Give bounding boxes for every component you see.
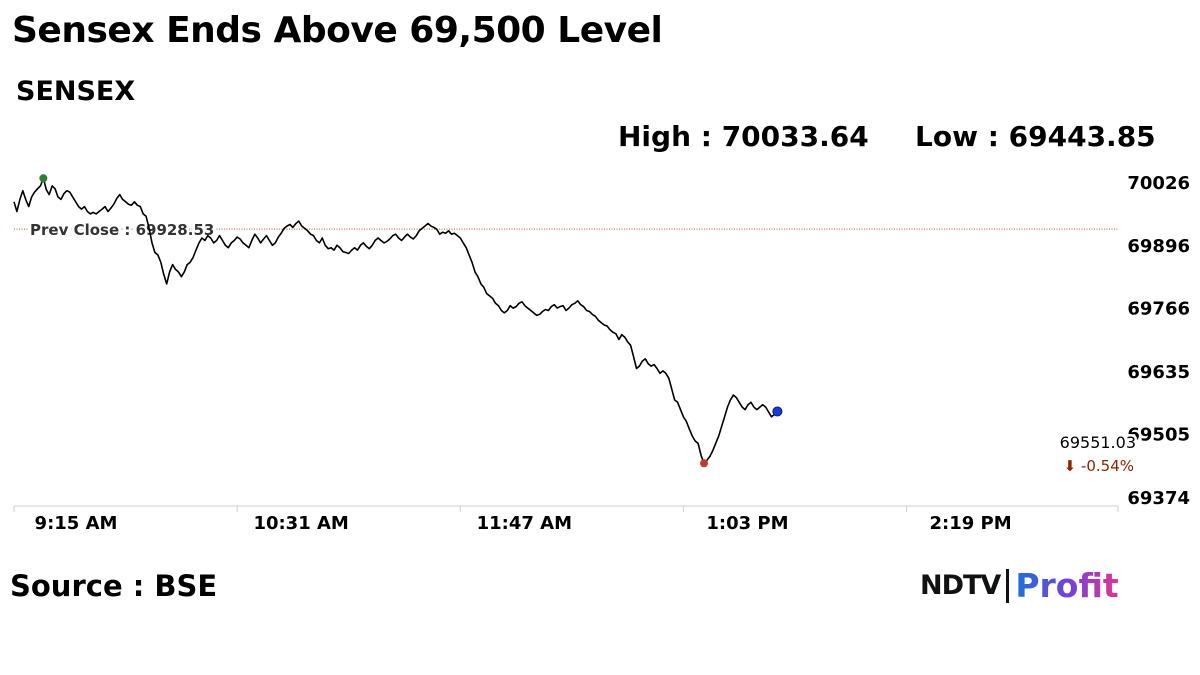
high-value: 70033.64 <box>721 120 869 153</box>
low-stat: Low : 69443.85 <box>915 120 1156 153</box>
day-low-marker <box>700 459 708 468</box>
index-name: SENSEX <box>16 76 136 107</box>
y-tick-label: 69374 <box>1127 488 1190 509</box>
x-tick-label: 9:15 AM <box>35 513 118 534</box>
y-tick-label: 69766 <box>1127 299 1190 320</box>
sensex-intraday-chart: 9:15 AM 10:31 AM 11:47 AM 1:03 PM 2:19 PM 700… <box>13 173 1190 534</box>
logo-ndtv-text: NDTV <box>920 570 1001 601</box>
last-price-marker <box>772 406 783 417</box>
ndtv-profit-logo: NDTV Profit <box>920 566 1119 606</box>
prev-close-label: Prev Close : 69928.53 <box>30 221 214 239</box>
y-tick-label: 69896 <box>1127 236 1190 257</box>
y-tick-label: 70026 <box>1127 173 1190 194</box>
sensex-price-line <box>13 177 778 465</box>
x-tick-label: 10:31 AM <box>253 513 348 534</box>
high-stat: High : 70033.64 <box>618 120 869 153</box>
x-tick-label: 2:19 PM <box>930 513 1012 534</box>
low-label: Low : <box>915 120 1009 153</box>
x-tick-label: 11:47 AM <box>477 513 572 534</box>
last-price-label: 69551.03 <box>1060 433 1136 452</box>
logo-divider <box>1006 568 1010 603</box>
x-tick-label: 1:03 PM <box>706 513 788 534</box>
percent-change-label: ⬇ -0.54% <box>1064 457 1134 475</box>
y-tick-label: 69635 <box>1127 362 1190 383</box>
y-tick-label: 69505 <box>1127 425 1190 446</box>
day-high-marker <box>39 174 48 183</box>
page-title: Sensex Ends Above 69,500 Level <box>12 10 663 51</box>
low-value: 69443.85 <box>1008 120 1156 153</box>
source-label: Source : BSE <box>10 569 218 603</box>
high-label: High : <box>618 120 722 153</box>
logo-profit-text: Profit <box>1015 566 1119 605</box>
